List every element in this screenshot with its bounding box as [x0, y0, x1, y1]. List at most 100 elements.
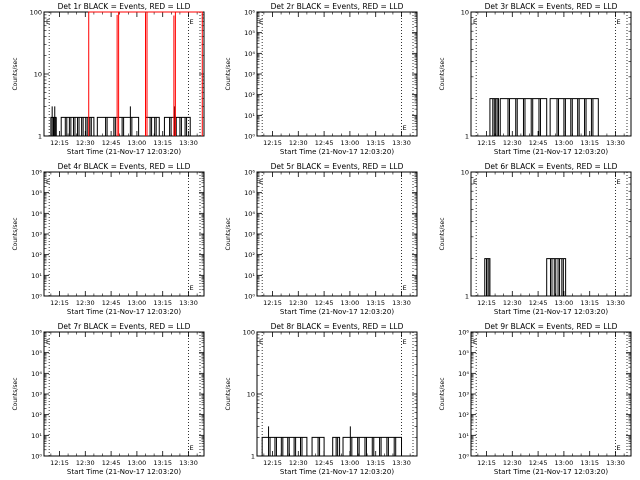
x-tick-label: 12:15 — [50, 139, 69, 147]
y-tick-label: 100 — [243, 329, 255, 337]
y-tick-label: 10⁴ — [31, 210, 42, 218]
x-tick-label: 13:15 — [153, 299, 172, 307]
y-axis-title: Counts/sec — [439, 57, 446, 90]
flag-e: E — [46, 178, 50, 186]
plot-frame — [470, 11, 632, 137]
x-axis-title: Start Time (21-Nov-17 12:03:20) — [280, 308, 394, 316]
events-series-segment — [50, 106, 57, 136]
x-axis-title: Start Time (21-Nov-17 12:03:20) — [280, 148, 394, 156]
y-axis-title: Counts/sec — [439, 377, 446, 410]
x-tick-label: 13:15 — [153, 459, 172, 467]
y-tick-label: 100 — [30, 9, 42, 17]
x-tick-label: 13:00 — [128, 459, 147, 467]
x-tick-label: 12:15 — [477, 139, 496, 147]
flag-e: E — [190, 18, 194, 26]
x-tick-label: 12:45 — [529, 139, 548, 147]
y-tick-label: 10⁵ — [244, 189, 255, 197]
x-tick-label: 13:15 — [366, 139, 385, 147]
y-tick-label: 10⁶ — [244, 9, 255, 17]
x-tick-label: 13:30 — [179, 459, 198, 467]
panel-title: Det 5r BLACK = Events, RED = LLD — [271, 162, 404, 171]
plot-frame — [256, 11, 418, 137]
flag-e: E — [403, 338, 407, 346]
x-tick-label: 12:15 — [50, 299, 69, 307]
plot-frame — [43, 331, 205, 457]
y-tick-label: 1 — [251, 453, 255, 461]
panel-title: Det 6r BLACK = Events, RED = LLD — [485, 162, 618, 171]
plot-frame — [256, 171, 418, 297]
y-tick-label: 10⁶ — [458, 329, 469, 337]
plot-frame — [470, 331, 632, 457]
flag-e: E — [190, 284, 194, 292]
x-axis-title: Start Time (21-Nov-17 12:03:20) — [67, 468, 181, 476]
x-tick-label: 13:00 — [555, 459, 574, 467]
y-tick-label: 10⁶ — [31, 329, 42, 337]
y-tick-label: 10⁴ — [458, 370, 469, 378]
x-axis-title: Start Time (21-Nov-17 12:03:20) — [67, 148, 181, 156]
x-tick-label: 13:00 — [128, 299, 147, 307]
panel-title: Det 7r BLACK = Events, RED = LLD — [58, 322, 191, 331]
x-tick-label: 12:45 — [315, 459, 334, 467]
x-tick-label: 13:00 — [555, 299, 574, 307]
x-tick-label: 13:30 — [392, 299, 411, 307]
y-tick-label: 10¹ — [31, 272, 42, 280]
y-axis-title: Counts/sec — [12, 217, 19, 250]
y-tick-label: 10¹ — [244, 272, 255, 280]
x-axis-title: Start Time (21-Nov-17 12:03:20) — [494, 308, 608, 316]
panel-8: Det 8r BLACK = Events, RED = LLD 1 10 100 12… — [225, 322, 418, 476]
x-tick-label: 13:30 — [392, 459, 411, 467]
x-tick-label: 13:00 — [555, 139, 574, 147]
y-tick-label: 10⁰ — [244, 293, 255, 301]
x-tick-label: 13:15 — [580, 459, 599, 467]
panel-1: Det 1r BLACK = Events, RED = LLD 1 10 100 12… — [12, 2, 205, 156]
x-tick-label: 12:15 — [50, 459, 69, 467]
x-tick-label: 13:15 — [366, 459, 385, 467]
y-axis-title: Counts/sec — [12, 57, 19, 90]
plot-frame — [43, 171, 205, 297]
x-tick-label: 13:30 — [392, 139, 411, 147]
plot-frame — [470, 171, 632, 297]
events-series-segment — [311, 436, 325, 456]
y-tick-label: 10⁰ — [31, 293, 42, 301]
x-tick-label: 12:30 — [76, 299, 95, 307]
x-tick-label: 12:45 — [102, 299, 121, 307]
x-tick-label: 12:45 — [315, 299, 334, 307]
x-tick-label: 13:00 — [341, 139, 360, 147]
events-series-segment — [546, 258, 567, 296]
x-tick-label: 12:30 — [289, 299, 308, 307]
flag-e: E — [259, 178, 263, 186]
x-tick-label: 13:15 — [580, 139, 599, 147]
events-series-segment — [261, 426, 308, 456]
y-tick-label: 10² — [458, 411, 469, 419]
y-tick-label: 10² — [31, 411, 42, 419]
flag-e: E — [473, 338, 477, 346]
x-tick-label: 12:45 — [102, 459, 121, 467]
x-tick-label: 13:30 — [606, 299, 625, 307]
y-tick-label: 10⁶ — [244, 169, 255, 177]
flag-e: E — [617, 444, 621, 452]
panel-title: Det 2r BLACK = Events, RED = LLD — [271, 2, 404, 11]
y-axis-title: Counts/sec — [12, 377, 19, 410]
events-series-segment — [163, 106, 191, 136]
x-tick-label: 12:15 — [263, 299, 282, 307]
flag-e: E — [403, 284, 407, 292]
y-tick-label: 10³ — [244, 231, 255, 239]
y-tick-label: 10¹ — [31, 432, 42, 440]
panel-title: Det 8r BLACK = Events, RED = LLD — [271, 322, 404, 331]
x-axis-title: Start Time (21-Nov-17 12:03:20) — [67, 308, 181, 316]
panel-3: Det 3r BLACK = Events, RED = LLD 1 10 12:15… — [439, 2, 632, 156]
y-tick-label: 1 — [38, 133, 42, 141]
y-tick-label: 10⁴ — [31, 370, 42, 378]
y-tick-label: 10² — [31, 251, 42, 259]
y-tick-label: 10³ — [458, 391, 469, 399]
y-tick-label: 10⁰ — [31, 453, 42, 461]
panel-9: Det 9r BLACK = Events, RED = LLD 10⁰ 10¹ 10… — [439, 322, 632, 476]
panel-title: Det 4r BLACK = Events, RED = LLD — [58, 162, 191, 171]
y-tick-label: 10⁵ — [31, 189, 42, 197]
x-tick-label: 12:45 — [102, 139, 121, 147]
y-tick-label: 10⁵ — [458, 349, 469, 357]
x-tick-label: 13:30 — [606, 139, 625, 147]
events-series-segment — [549, 98, 599, 136]
flag-e: E — [473, 178, 477, 186]
flag-e: E — [473, 18, 477, 26]
